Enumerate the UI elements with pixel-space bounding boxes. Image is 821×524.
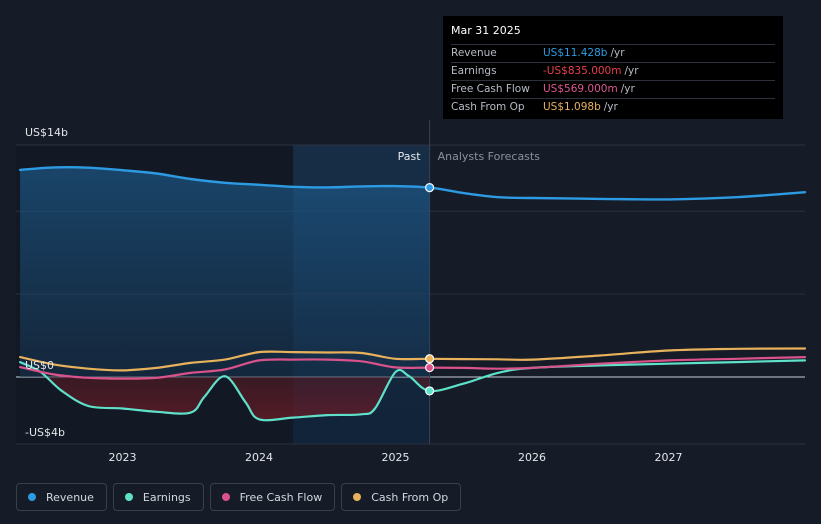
legend-label: Free Cash Flow (239, 490, 323, 504)
marker-cash-from-op (425, 354, 435, 364)
marker-free-cash-flow (425, 362, 435, 373)
legend-label: Cash From Op (371, 490, 449, 504)
axis-labels: US$14b US$0 -US$4b 2023 2024 2025 2026 2027 Past… (25, 126, 682, 464)
tooltip-unit: /yr (624, 65, 639, 77)
tooltip-row-cash-from-op: Cash From Op US$1.098b /yr (451, 98, 775, 116)
tooltip: Mar 31 2025 Revenue US$11.428b /yr Earni… (443, 16, 783, 119)
tooltip-value: -US$835.000m (543, 65, 622, 77)
series-line-cash-from-op (19, 347, 807, 372)
y-tick-label: US$0 (25, 359, 54, 372)
past-label: Past (398, 150, 422, 163)
tooltip-unit: /yr (610, 47, 625, 59)
tooltip-label: Revenue (451, 47, 497, 59)
tooltip-label: Cash From Op (451, 101, 525, 113)
revenue-area (20, 167, 430, 377)
marker-earnings (425, 386, 435, 396)
area-fills (20, 167, 430, 421)
legend-item-revenue[interactable]: Revenue (16, 483, 107, 511)
series-line-revenue (18, 165, 807, 201)
marker-revenue (425, 182, 435, 193)
legend-label: Earnings (142, 490, 191, 504)
x-tick-label: 2027 (654, 451, 682, 464)
x-tick-label: 2024 (245, 451, 273, 464)
legend-label: Revenue (46, 490, 94, 504)
legend-dot-icon (124, 493, 133, 501)
tooltip-value: US$11.428b (543, 47, 608, 59)
tooltip-unit: /yr (603, 101, 618, 113)
earnings-negative-area (20, 377, 430, 421)
tooltip-row-free-cash-flow: Free Cash Flow US$569.000m /yr (451, 80, 775, 98)
legend-item-cash-from-op[interactable]: Cash From Op (341, 483, 462, 511)
legend-item-free-cash-flow[interactable]: Free Cash Flow (209, 483, 336, 511)
tooltip-row-revenue: Revenue US$11.428b /yr (451, 44, 775, 62)
tooltip-value: US$1.098b (543, 101, 601, 113)
tooltip-value: US$569.000m (543, 83, 618, 95)
legend-dot-icon (353, 493, 362, 501)
tooltip-row-earnings: Earnings -US$835.000m /yr (451, 62, 775, 80)
y-tick-label: US$14b (25, 126, 68, 139)
y-tick-label: -US$4b (25, 426, 65, 439)
tooltip-unit: /yr (620, 83, 635, 95)
x-tick-label: 2026 (518, 451, 546, 464)
legend: Revenue Earnings Free Cash Flow Cash Fro… (16, 483, 462, 511)
legend-dot-icon (28, 493, 36, 501)
legend-dot-icon (221, 493, 230, 501)
series-line-free-cash-flow (19, 356, 807, 380)
x-tick-label: 2025 (381, 451, 409, 464)
x-tick-label: 2023 (108, 451, 136, 464)
tooltip-label: Free Cash Flow (451, 83, 530, 95)
markers (425, 182, 435, 396)
forecast-label: Analysts Forecasts (438, 150, 541, 163)
tooltip-label: Earnings (451, 65, 497, 77)
legend-item-earnings[interactable]: Earnings (112, 483, 204, 511)
series-lines (18, 165, 807, 422)
tooltip-date: Mar 31 2025 (451, 24, 521, 37)
